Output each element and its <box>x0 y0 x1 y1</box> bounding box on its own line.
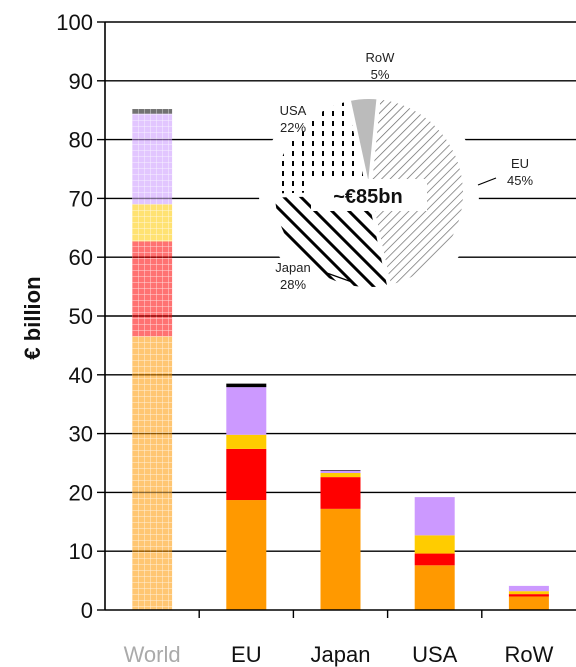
bar-segment-grid-overlay <box>132 113 173 205</box>
pie-pct-usa: 22% <box>280 120 306 135</box>
y-tick-label: 30 <box>69 422 93 447</box>
bar-segment <box>414 553 455 566</box>
bar-segment <box>414 535 455 554</box>
pie-slice-usa <box>271 96 372 198</box>
y-tick-label: 10 <box>69 539 93 564</box>
bars <box>132 109 549 610</box>
y-tick-labels: 0 10 20 30 40 50 60 70 80 90 100 <box>56 10 105 623</box>
pie-label-eu: EU <box>511 156 529 171</box>
pie-label-usa: USA <box>280 103 307 118</box>
y-tick-label: 70 <box>69 186 93 211</box>
bar-segment-grid-overlay <box>132 204 173 242</box>
bar-segment <box>414 497 455 536</box>
bar-segment <box>226 500 267 610</box>
bar-segment <box>508 591 549 595</box>
bar-segment <box>414 565 455 610</box>
y-tick-label: 90 <box>69 69 93 94</box>
bar-segment <box>320 508 361 610</box>
bar-segment <box>226 448 267 501</box>
y-axis-label: € billion <box>20 276 45 359</box>
bar-segment <box>226 387 267 435</box>
pie-center-box <box>311 179 427 211</box>
bar-segment-grid-overlay <box>132 109 173 114</box>
bar-segment <box>226 383 267 388</box>
pie-pct-row: 5% <box>371 67 390 82</box>
pie-slice-japan <box>270 190 392 291</box>
bar-segment <box>226 434 267 449</box>
bar-segment <box>508 594 549 597</box>
bar-stack-eu <box>226 383 267 610</box>
pie-chart: EU 45% Japan 28% USA 22% RoW 5% ~€85bn <box>259 50 533 303</box>
y-tick-label: 60 <box>69 245 93 270</box>
y-tick-label: 50 <box>69 304 93 329</box>
x-category-label: EU <box>231 642 262 667</box>
bar-segment-grid-overlay <box>132 336 173 610</box>
bar-segment <box>508 596 549 610</box>
bar-segment <box>320 477 361 509</box>
pie-slice-row <box>346 95 381 194</box>
bar-stack-usa <box>414 497 455 610</box>
y-tick-label: 0 <box>81 598 93 623</box>
pie-pct-japan: 28% <box>280 277 306 292</box>
x-category-label: World <box>124 642 181 667</box>
bar-segment <box>320 470 361 473</box>
y-tick-label: 40 <box>69 363 93 388</box>
pie-pct-eu: 45% <box>507 173 533 188</box>
bar-stack-row <box>508 585 549 610</box>
y-tick-label: 20 <box>69 480 93 505</box>
bar-segment-grid-overlay <box>132 241 173 337</box>
y-tick-label: 100 <box>56 10 93 35</box>
y-tick-label: 80 <box>69 128 93 153</box>
bar-stack-japan <box>320 470 361 610</box>
x-category-labels: World EU Japan USA RoW <box>124 642 554 667</box>
pie-leader-line <box>477 177 497 186</box>
x-category-label: USA <box>412 642 458 667</box>
bar-segment <box>320 470 361 471</box>
bar-segment <box>508 585 549 592</box>
bar-segment <box>320 472 361 478</box>
x-category-label: RoW <box>504 642 553 667</box>
bar-stack-world <box>132 109 173 610</box>
pie-leader-line <box>323 271 353 283</box>
pie-label-japan: Japan <box>275 260 310 275</box>
x-category-label: Japan <box>311 642 371 667</box>
pie-label-row: RoW <box>366 50 396 65</box>
pie-center-label: ~€85bn <box>333 186 402 208</box>
